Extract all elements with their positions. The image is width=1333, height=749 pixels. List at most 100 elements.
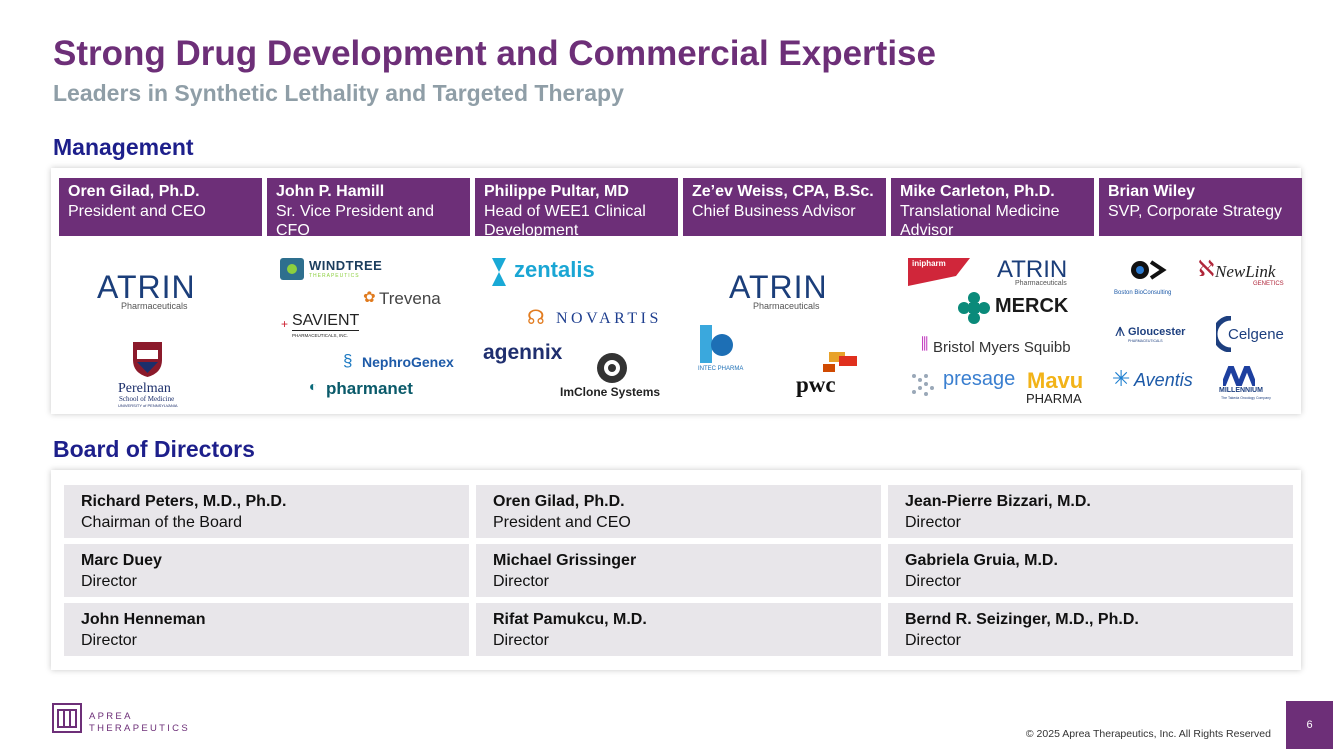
agennix-logo: agennix xyxy=(483,341,563,364)
celgene-logo: Celgene xyxy=(1228,326,1284,343)
mavu-logo: Mavu xyxy=(1027,368,1084,393)
director-cell: Jean-Pierre Bizzari, M.D. Director xyxy=(888,485,1293,538)
brand-text: APREA THERAPEUTICS xyxy=(89,711,190,735)
novartis-flame-icon: ☊ xyxy=(527,307,545,329)
trevena-leaf-icon: ✿ xyxy=(363,289,376,306)
card-header: John P. Hamill Sr. Vice President and CF… xyxy=(267,178,470,239)
gloucester-logo: Gloucester xyxy=(1128,326,1186,338)
director-role: Director xyxy=(905,513,962,531)
windtree-subtext: THERAPEUTICS xyxy=(309,273,360,279)
atrin-subtext: Pharmaceuticals xyxy=(1015,280,1067,287)
intec-pharma-logo: INTEC PHARMA xyxy=(698,366,744,372)
perelman-subtext: School of Medicine xyxy=(119,395,175,403)
person-role: SVP, Corporate Strategy xyxy=(1108,202,1283,220)
savient-plus-icon: + xyxy=(281,317,289,331)
management-card: John P. Hamill Sr. Vice President and CF… xyxy=(259,178,470,410)
director-role: President and CEO xyxy=(493,513,631,531)
penn-shield-icon xyxy=(133,342,162,377)
aprea-logo-icon xyxy=(52,703,82,733)
director-cell: Marc Duey Director xyxy=(64,544,469,597)
director-cell: Bernd R. Seizinger, M.D., Ph.D. Director xyxy=(888,603,1293,656)
millennium-icon xyxy=(1223,366,1255,386)
copyright: © 2025 Aprea Therapeutics, Inc. All Righ… xyxy=(1025,728,1271,740)
page-title: Strong Drug Development and Commercial E… xyxy=(53,34,936,73)
newlink-logo: NewLink xyxy=(1215,262,1276,281)
card-header: Brian Wiley SVP, Corporate Strategy xyxy=(1099,178,1302,236)
management-heading: Management xyxy=(53,134,194,160)
card-header: Philippe Pultar, MD Head of WEE1 Clinica… xyxy=(475,178,678,239)
mavu-subtext: PHARMA xyxy=(1026,391,1082,406)
card-header: Oren Gilad, Ph.D. President and CEO xyxy=(59,178,262,236)
atrin-subtext: Pharmaceuticals xyxy=(121,301,188,311)
newlink-helix-icon: ℵ xyxy=(1198,256,1215,281)
pwc-blocks-icon xyxy=(823,352,857,372)
director-cell: Gabriela Gruia, M.D. Director xyxy=(888,544,1293,597)
atrin-logo: ATRIN xyxy=(729,269,828,305)
management-card: Mike Carleton, Ph.D. Translational Medic… xyxy=(883,178,1094,410)
director-name: Richard Peters, M.D., Ph.D. xyxy=(81,493,287,510)
trevena-logo: Trevena xyxy=(379,289,441,308)
perelman-logo: Perelman xyxy=(118,381,171,396)
person-name: Philippe Pultar, MD xyxy=(484,183,629,200)
management-panel: Oren Gilad, Ph.D. President and CEO ATRI… xyxy=(51,168,1302,414)
newlink-subtext: GENETICS xyxy=(1253,281,1284,287)
director-cell: Oren Gilad, Ph.D. President and CEO xyxy=(476,485,881,538)
logo-area: zentalis ☊ NOVARTIS agennix ImClone Syst… xyxy=(467,248,686,414)
imclone-logo: ImClone Systems xyxy=(560,385,661,399)
logo-area: inipharm ATRIN Pharmaceuticals MERCK ⫼ B… xyxy=(883,248,1102,414)
millennium-logo: MILLENNIUM xyxy=(1219,387,1263,394)
management-card: Philippe Pultar, MD Head of WEE1 Clinica… xyxy=(467,178,678,410)
person-name: John P. Hamill xyxy=(276,183,385,200)
nephrogenex-logo: NephroGenex xyxy=(362,354,454,370)
person-role: Translational Medicine Advisor xyxy=(900,202,1060,240)
person-name: Oren Gilad, Ph.D. xyxy=(68,183,200,200)
imclone-gear-icon xyxy=(597,353,627,383)
director-name: John Henneman xyxy=(81,611,206,628)
atrin-logo: ATRIN xyxy=(997,256,1068,283)
perelman-university: UNIVERSITY of PENNSYLVANIA xyxy=(118,403,178,408)
card-header: Mike Carleton, Ph.D. Translational Medic… xyxy=(891,178,1094,239)
director-cell: Michael Grissinger Director xyxy=(476,544,881,597)
pwc-logo: pwc xyxy=(796,372,836,397)
person-role: President and CEO xyxy=(68,202,206,220)
atrin-subtext: Pharmaceuticals xyxy=(753,301,820,311)
card-header: Ze’ev Weiss, CPA, B.Sc. Chief Business A… xyxy=(683,178,886,236)
logo-area: Boston BioConsulting ℵ NewLink GENETICS … xyxy=(1091,248,1310,414)
director-role: Director xyxy=(905,631,962,649)
director-role: Chairman of the Board xyxy=(81,513,242,531)
novartis-logo: NOVARTIS xyxy=(556,310,662,327)
brand-line1: APREA xyxy=(89,711,133,722)
zentalis-logo: zentalis xyxy=(514,257,595,282)
bms-icon: ⫼ xyxy=(921,336,929,353)
savient-logo: SAVIENT xyxy=(292,312,360,331)
director-name: Marc Duey xyxy=(81,552,162,569)
person-role: Sr. Vice President and CFO xyxy=(276,202,435,240)
boston-bioconsulting-icon xyxy=(1131,260,1167,280)
nephrogenex-icon: § xyxy=(343,351,353,370)
director-role: Director xyxy=(493,572,550,590)
intec-pharma-icon xyxy=(700,325,733,363)
director-role: Director xyxy=(493,631,550,649)
atrin-logo: ATRIN xyxy=(97,269,196,305)
aventis-star-icon: ✳ xyxy=(1112,366,1131,391)
page-subtitle: Leaders in Synthetic Lethality and Targe… xyxy=(53,80,624,106)
board-panel: Richard Peters, M.D., Ph.D. Chairman of … xyxy=(51,470,1301,670)
boston-bioconsulting-logo: Boston BioConsulting xyxy=(1114,290,1172,296)
pharmanet-logo: pharmanet xyxy=(326,379,413,398)
person-role: Head of WEE1 Clinical Development xyxy=(484,202,646,240)
director-role: Director xyxy=(905,572,962,590)
person-name: Mike Carleton, Ph.D. xyxy=(900,183,1055,200)
director-name: Michael Grissinger xyxy=(493,552,637,569)
logo-area: ATRIN Pharmaceuticals Perelman School of… xyxy=(51,248,270,414)
presage-logo: presage xyxy=(943,368,1016,390)
page-number: 6 xyxy=(1286,701,1333,749)
person-name: Ze’ev Weiss, CPA, B.Sc. xyxy=(692,183,874,200)
director-name: Gabriela Gruia, M.D. xyxy=(905,552,1058,569)
director-name: Rifat Pamukcu, M.D. xyxy=(493,611,647,628)
director-role: Director xyxy=(81,572,138,590)
savient-subtext: PHARMACEUTICALS, INC. xyxy=(292,333,349,338)
inipharm-badge-icon xyxy=(908,258,970,286)
director-name: Bernd R. Seizinger, M.D., Ph.D. xyxy=(905,611,1139,628)
zentalis-icon xyxy=(492,258,506,286)
brand-line2: THERAPEUTICS xyxy=(89,723,190,734)
